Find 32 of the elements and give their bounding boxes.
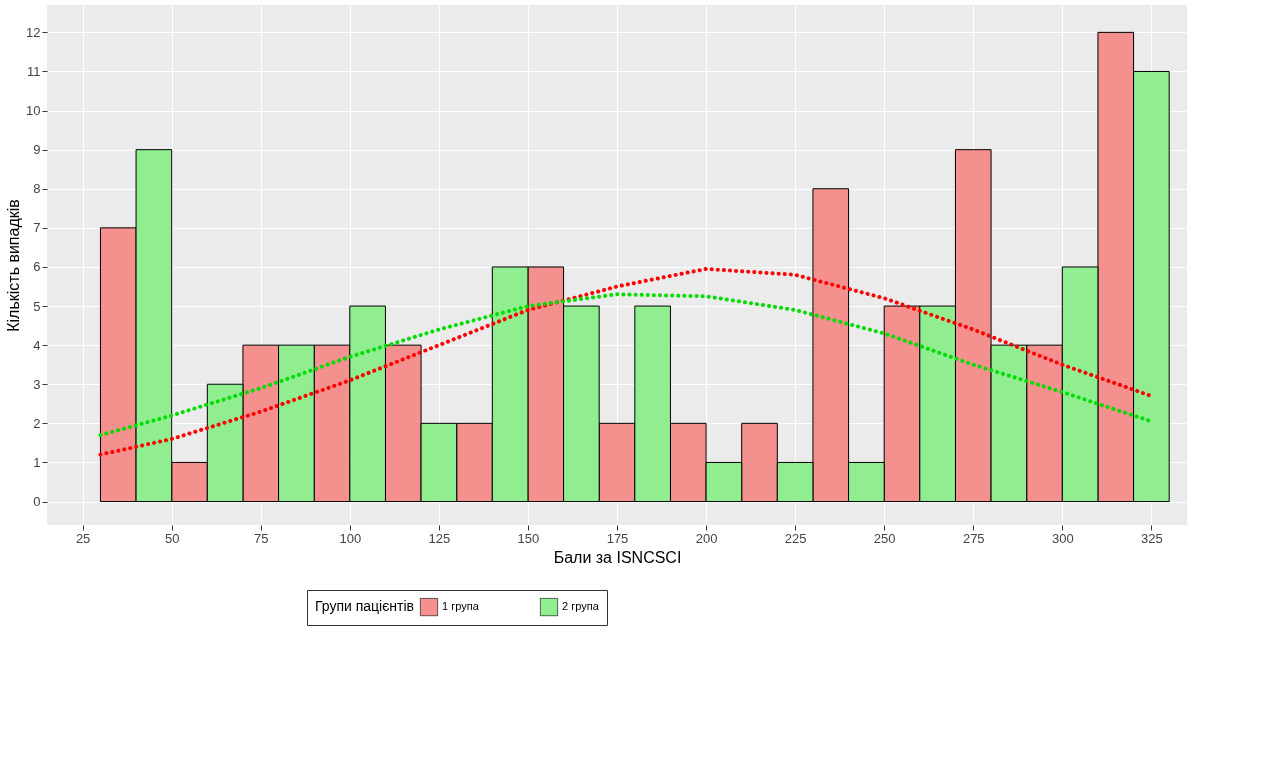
x-tick-label: 25	[75, 530, 91, 546]
x-tick-label: 250	[873, 530, 896, 546]
x-tick-label: 150	[517, 530, 540, 546]
y-tick-label: 6	[33, 259, 41, 275]
y-tick-label: 0	[33, 494, 41, 510]
y-tick-label: 1	[33, 454, 41, 470]
x-tick-label: 175	[606, 530, 629, 546]
y-tick-label: 12	[26, 24, 41, 40]
y-tick-label: 8	[33, 181, 41, 197]
x-tick-label: 125	[428, 530, 451, 546]
x-tick-label: 300	[1051, 530, 1074, 546]
x-tick-label: 225	[784, 530, 807, 546]
y-tick-label: 5	[33, 298, 41, 314]
legend-label: 1 група	[442, 600, 480, 613]
y-tick-label: 9	[33, 142, 41, 158]
legend-label: 2 група	[562, 600, 600, 613]
y-tick-label: 2	[33, 415, 41, 431]
x-tick-label: 100	[339, 530, 362, 546]
x-tick-label: 275	[962, 530, 985, 546]
y-tick-label: 11	[27, 63, 41, 79]
x-tick-label: 200	[695, 530, 718, 546]
y-tick-label: 3	[33, 376, 41, 392]
line-series	[98, 266, 1154, 457]
x-tick-label: 75	[254, 530, 269, 546]
x-tick-label: 325	[1141, 530, 1163, 546]
y-tick-label: 7	[33, 220, 41, 236]
x-tick-label: 50	[164, 530, 180, 546]
y-tick-label: 4	[33, 337, 41, 353]
x-axis-title: Бали за ISNCSCI	[553, 548, 682, 566]
legend-title: Групи пацієнтів	[315, 598, 415, 614]
y-axis-title: Кількість випадків	[5, 199, 23, 332]
y-tick-label: 10	[26, 103, 41, 119]
